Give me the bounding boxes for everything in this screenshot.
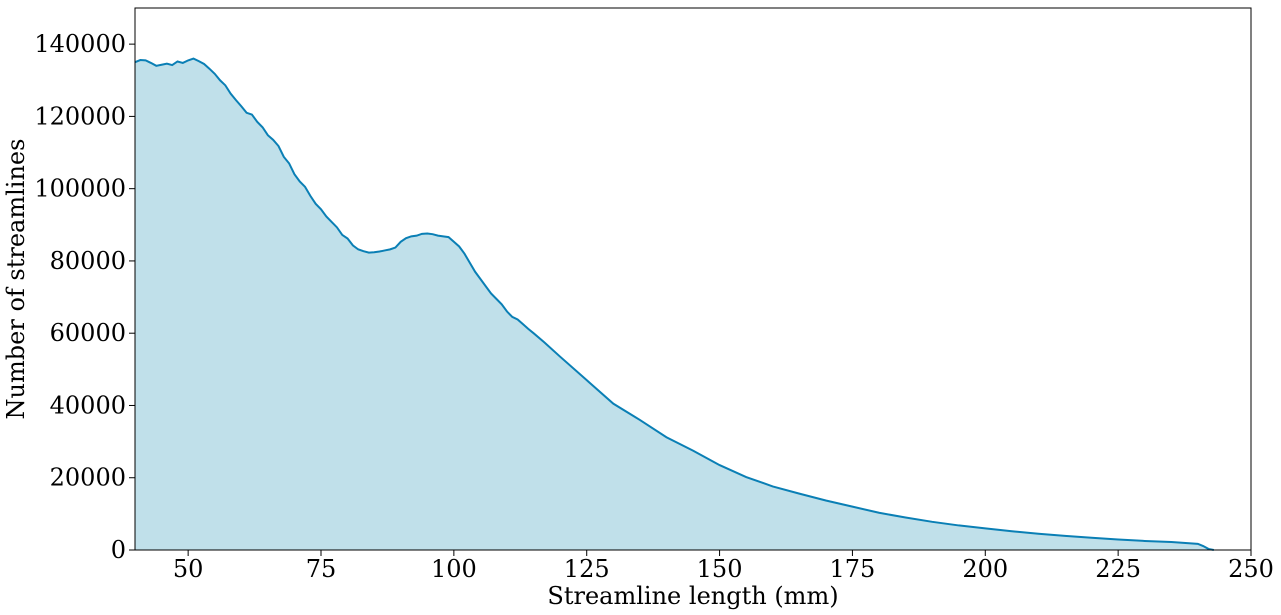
y-tick-label: 120000	[34, 102, 126, 130]
x-axis-ticks: 50 75 100 125 150 175 200 225 250	[173, 550, 1274, 583]
y-axis-ticks: 0 20000 40000 60000 80000 100000 120000 140000	[34, 30, 135, 564]
y-tick-label: 100000	[34, 175, 126, 203]
x-tick-label: 175	[830, 555, 876, 583]
x-tick-label: 150	[697, 555, 743, 583]
x-tick-label: 50	[173, 555, 204, 583]
x-tick-label: 225	[1095, 555, 1141, 583]
area-fill	[135, 58, 1214, 551]
plot-frame	[134, 7, 1252, 551]
y-tick-label: 0	[111, 536, 126, 564]
y-tick-label: 60000	[50, 319, 126, 347]
x-tick-label: 100	[431, 555, 477, 583]
y-tick-label: 80000	[50, 247, 126, 275]
series-line	[134, 57, 1214, 551]
y-tick-label: 140000	[34, 30, 126, 58]
y-axis-label: Number of streamlines	[2, 139, 30, 420]
y-tick-label: 20000	[50, 464, 126, 492]
x-tick-label: 200	[962, 555, 1008, 583]
x-tick-label: 125	[564, 555, 610, 583]
x-tick-label: 75	[306, 555, 337, 583]
x-tick-label: 250	[1228, 555, 1274, 583]
y-tick-label: 40000	[50, 391, 126, 419]
x-axis-label: Streamline length (mm)	[547, 582, 838, 610]
